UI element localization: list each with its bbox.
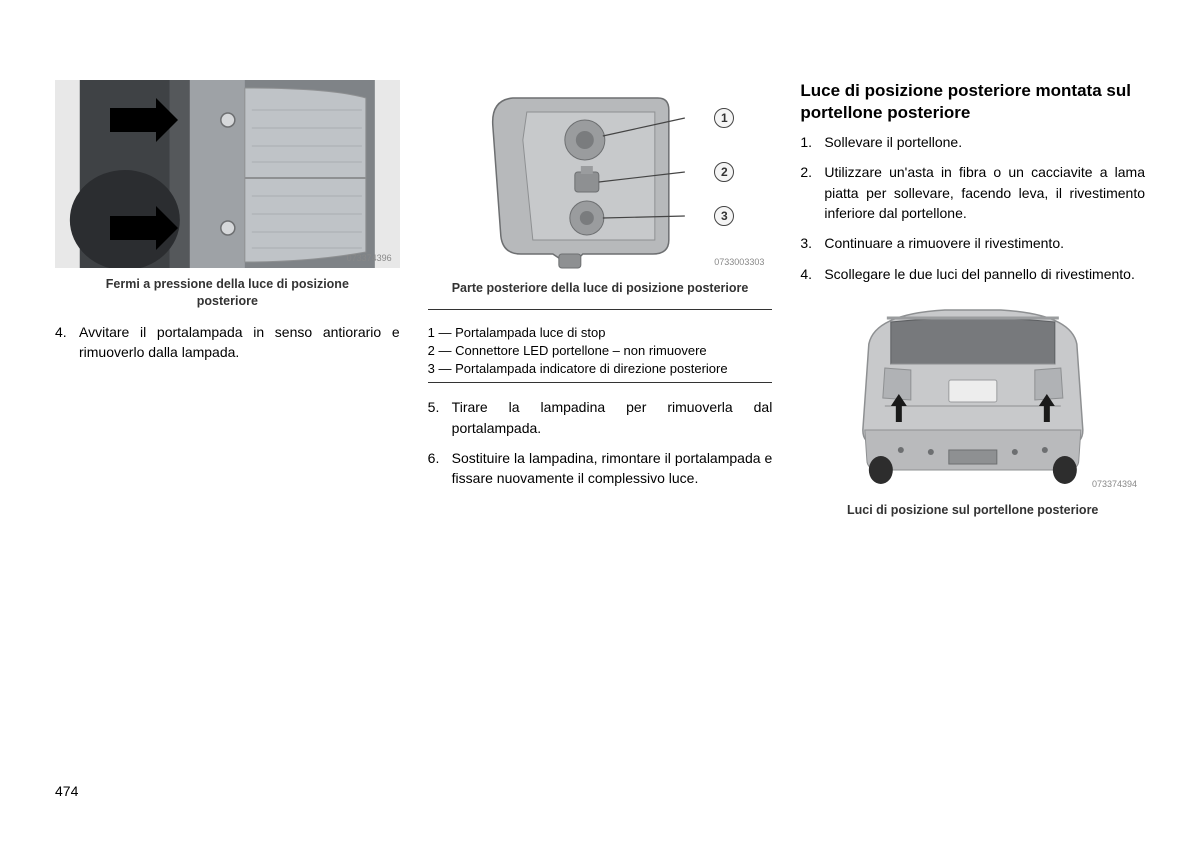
step-number: 5. — [428, 397, 444, 438]
figure-taillight-rear: 1 2 3 0733003303 Parte posteriore della … — [428, 80, 773, 297]
arrow-icon — [110, 108, 156, 132]
legend-item: 2 — Connettore LED portellone – non rimu… — [428, 342, 773, 360]
image-id: 0733003303 — [714, 257, 764, 267]
column-center: 1 2 3 0733003303 Parte posteriore della … — [428, 80, 773, 531]
image-id: 073374394 — [1092, 479, 1137, 489]
step-number: 4. — [55, 322, 71, 363]
figure-caption: Luci di posizione sul portellone posteri… — [820, 502, 1125, 519]
step-text: Utilizzare un'asta in fibra o un cacciav… — [824, 162, 1145, 223]
step-list: 1. Sollevare il portellone. 2. Utilizzar… — [800, 132, 1145, 284]
legend-item: 1 — Portalampada luce di stop — [428, 324, 773, 342]
step-item: 4. Scollegare le due luci del pannello d… — [800, 264, 1145, 284]
column-left: 073374396 Fermi a pressione della luce d… — [55, 80, 400, 531]
separator — [428, 382, 773, 383]
legend-item: 3 — Portalampada indicatore di direzione… — [428, 360, 773, 378]
step-number: 2. — [800, 162, 816, 223]
section-heading: Luce di posizione posteriore montata sul… — [800, 80, 1145, 124]
figure-image: 073374394 — [800, 294, 1145, 494]
step-number: 1. — [800, 132, 816, 152]
step-number: 6. — [428, 448, 444, 489]
manual-page: 073374396 Fermi a pressione della luce d… — [0, 0, 1200, 571]
step-text: Avvitare il portalampada in senso antior… — [79, 322, 400, 363]
arrow-icon — [110, 216, 156, 240]
step-item: 4. Avvitare il portalampada in senso ant… — [55, 322, 400, 363]
step-text: Continuare a rimuovere il rivestimento. — [824, 233, 1064, 253]
figure-legend: 1 — Portalampada luce di stop 2 — Connet… — [428, 324, 773, 379]
step-item: 3. Continuare a rimuovere il rivestiment… — [800, 233, 1145, 253]
step-item: 6. Sostituire la lampadina, rimontare il… — [428, 448, 773, 489]
step-list: 4. Avvitare il portalampada in senso ant… — [55, 322, 400, 363]
step-text: Scollegare le due luci del pannello di r… — [824, 264, 1135, 284]
figure-caption: Parte posteriore della luce di posizione… — [448, 280, 753, 297]
step-text: Sollevare il portellone. — [824, 132, 962, 152]
step-number: 3. — [800, 233, 816, 253]
step-item: 1. Sollevare il portellone. — [800, 132, 1145, 152]
step-list: 5. Tirare la lampadina per rimuoverla da… — [428, 397, 773, 488]
step-text: Tirare la lampadina per rimuoverla dal p… — [452, 397, 773, 438]
suv-rear-illustration — [800, 294, 1145, 494]
taillight-illustration — [55, 80, 400, 268]
figure-image: 1 2 3 0733003303 — [428, 80, 773, 272]
figure-image: 073374396 — [55, 80, 400, 268]
image-id: 073374396 — [347, 253, 392, 263]
column-right: Luce di posizione posteriore montata sul… — [800, 80, 1145, 531]
figure-liftgate-lights: 073374394 Luci di posizione sul portello… — [800, 294, 1145, 519]
step-item: 5. Tirare la lampadina per rimuoverla da… — [428, 397, 773, 438]
step-text: Sostituire la lampadina, rimontare il po… — [452, 448, 773, 489]
figure-caption: Fermi a pressione della luce di posizion… — [75, 276, 380, 310]
page-number: 474 — [55, 783, 78, 799]
step-number: 4. — [800, 264, 816, 284]
figure-taillight-clips: 073374396 Fermi a pressione della luce d… — [55, 80, 400, 310]
separator — [428, 309, 773, 310]
step-item: 2. Utilizzare un'asta in fibra o un cacc… — [800, 162, 1145, 223]
